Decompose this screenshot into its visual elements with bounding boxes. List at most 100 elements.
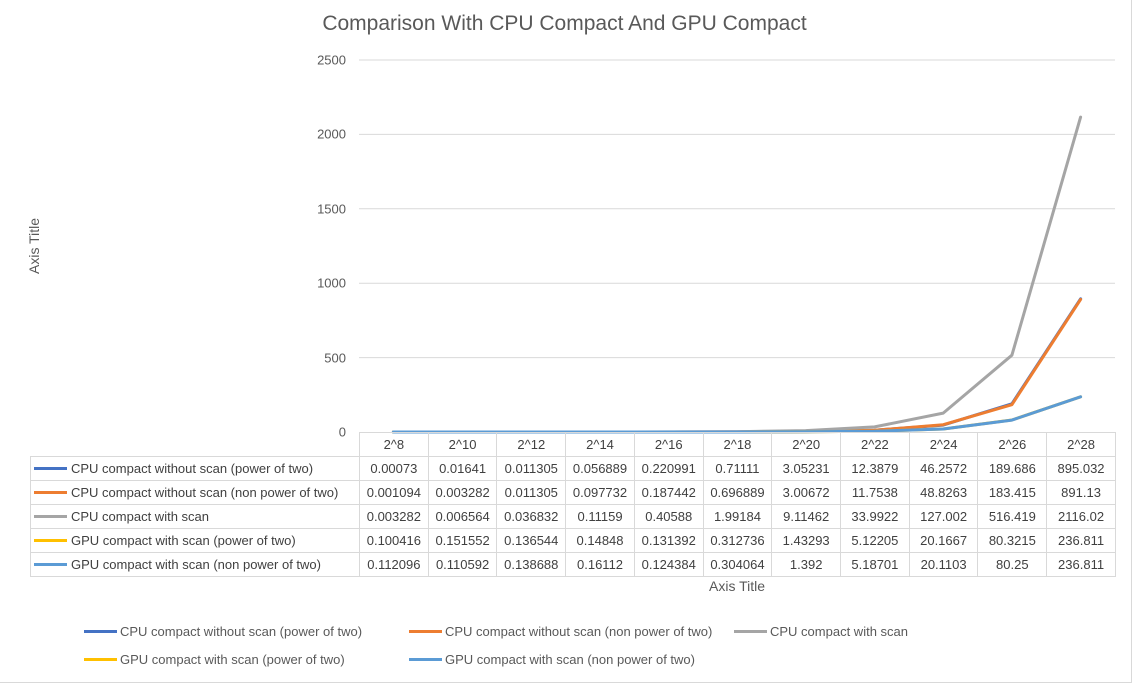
- x-axis-title: Axis Title: [708, 578, 766, 594]
- data-label: 2116.02: [1046, 504, 1116, 529]
- data-label: 0.056889: [565, 456, 635, 481]
- table-row-header: CPU compact without scan (power of two): [30, 456, 360, 481]
- data-label: 0.131392: [633, 528, 704, 553]
- data-label: 0.151552: [427, 528, 498, 553]
- table-row: CPU compact without scan (power of two) 0…: [30, 456, 1116, 481]
- data-label: 183.415: [977, 480, 1048, 505]
- x-tick-label: 2^18: [702, 432, 773, 457]
- x-tick-label: 2^14: [565, 432, 635, 457]
- table-row-header: CPU compact with scan: [30, 504, 360, 529]
- table-row: GPU compact with scan (power of two) 0.10…: [30, 528, 1116, 553]
- data-label: 0.110592: [427, 552, 498, 577]
- data-label: 0.11159: [565, 504, 635, 529]
- table-header-row: 2^8 2^10 2^12 2^14 2^16 2^18 2^20 2^22 2^24 2^26 2…: [30, 432, 1116, 457]
- x-tick-label: 2^22: [840, 432, 910, 457]
- series-name: GPU compact with scan (non power of two): [71, 557, 321, 572]
- data-label: 5.18701: [840, 552, 910, 577]
- data-label: 0.006564: [427, 504, 498, 529]
- data-label: 0.40588: [633, 504, 704, 529]
- data-label: 20.1103: [908, 552, 979, 577]
- data-label: 0.001094: [359, 480, 429, 505]
- series-line-2: [391, 115, 1083, 434]
- data-label: 0.097732: [565, 480, 635, 505]
- data-label: 0.011305: [496, 480, 567, 505]
- y-tick-label: 2000: [317, 126, 346, 142]
- data-label: 48.8263: [908, 480, 979, 505]
- data-label: 0.220991: [633, 456, 704, 481]
- x-tick-label: 2^8: [359, 432, 429, 457]
- x-tick-label: 2^12: [496, 432, 567, 457]
- data-label: 0.696889: [702, 480, 773, 505]
- data-label: 12.3879: [840, 456, 910, 481]
- data-label: 0.304064: [702, 552, 773, 577]
- data-label: 0.187442: [633, 480, 704, 505]
- legend-key-icon: [34, 539, 67, 543]
- data-label: 0.136544: [496, 528, 567, 553]
- chart-title: Comparison With CPU Compact And GPU Comp…: [322, 12, 807, 35]
- x-tick-label: 2^16: [633, 432, 704, 457]
- data-label: 895.032: [1046, 456, 1116, 481]
- data-label: 0.71111: [702, 456, 773, 481]
- legend-key-icon: [34, 491, 67, 495]
- series-line-0: [391, 297, 1083, 434]
- data-label: 46.2572: [908, 456, 979, 481]
- data-label: 0.100416: [359, 528, 429, 553]
- data-table: 2^8 2^10 2^12 2^14 2^16 2^18 2^20 2^22 2^24 2^26 2…: [30, 432, 1116, 577]
- table-row-header: CPU compact without scan (non power of t…: [30, 480, 360, 505]
- data-label: 20.1667: [908, 528, 979, 553]
- series-name: CPU compact without scan (power of two): [71, 461, 314, 476]
- x-tick-label: 2^20: [771, 432, 842, 457]
- data-label: 189.686: [977, 456, 1048, 481]
- data-label: 0.003282: [427, 480, 498, 505]
- series-name: GPU compact with scan (power of two): [71, 533, 296, 548]
- series-name: CPU compact with scan: [71, 509, 209, 524]
- data-label: 5.12205: [840, 528, 910, 553]
- x-tick-label: 2^26: [977, 432, 1048, 457]
- table-row: CPU compact without scan (non power of t…: [30, 480, 1116, 505]
- y-tick-label: 0: [338, 424, 346, 440]
- data-label: 33.9922: [840, 504, 910, 529]
- data-label: 891.13: [1046, 480, 1116, 505]
- table-row-header: GPU compact with scan (non power of two): [30, 552, 360, 577]
- legend-key-icon: [34, 467, 67, 471]
- data-label: 0.16112: [565, 552, 635, 577]
- y-tick-label: 500: [324, 350, 346, 366]
- table-row: GPU compact with scan (non power of two)…: [30, 552, 1116, 577]
- table-row: CPU compact with scan 0.003282 0.006564 0.0…: [30, 504, 1116, 529]
- table-row-header: GPU compact with scan (power of two): [30, 528, 360, 553]
- x-tick-label: 2^10: [427, 432, 498, 457]
- x-tick-label: 2^24: [908, 432, 979, 457]
- data-label: 0.003282: [359, 504, 429, 529]
- x-tick-label: 2^28: [1046, 432, 1116, 457]
- data-label: 0.124384: [633, 552, 704, 577]
- data-label: 0.01641: [427, 456, 498, 481]
- data-label: 236.811: [1046, 528, 1116, 553]
- data-label: 3.05231: [771, 456, 842, 481]
- series-line-1: [391, 297, 1083, 434]
- data-label: 0.138688: [496, 552, 567, 577]
- series-name: CPU compact without scan (non power of t…: [71, 485, 339, 500]
- legend-key-icon: [34, 515, 67, 519]
- data-label: 0.011305: [496, 456, 567, 481]
- data-label: 0.036832: [496, 504, 567, 529]
- data-label: 1.43293: [771, 528, 842, 553]
- data-label: 1.392: [771, 552, 842, 577]
- data-label: 0.312736: [702, 528, 773, 553]
- data-label: 0.14848: [565, 528, 635, 553]
- y-tick-label: 1500: [317, 201, 346, 217]
- data-label: 236.811: [1046, 552, 1116, 577]
- data-label: 0.00073: [359, 456, 429, 481]
- data-label: 80.25: [977, 552, 1048, 577]
- data-label: 9.11462: [771, 504, 842, 529]
- data-label: 80.3215: [977, 528, 1048, 553]
- data-label: 0.112096: [359, 552, 429, 577]
- data-label: 11.7538: [840, 480, 910, 505]
- table-corner: [30, 432, 360, 457]
- y-tick-label: 1000: [317, 275, 346, 291]
- y-tick-label: 2500: [317, 52, 346, 68]
- data-label: 1.99184: [702, 504, 773, 529]
- data-label: 516.419: [977, 504, 1048, 529]
